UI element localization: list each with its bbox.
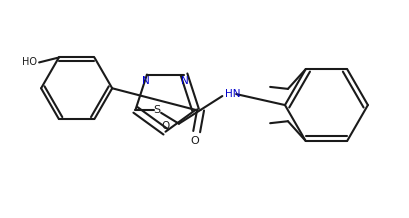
Text: HO: HO bbox=[22, 57, 37, 67]
Text: O: O bbox=[190, 136, 199, 146]
Text: S: S bbox=[154, 105, 161, 115]
Text: HN: HN bbox=[225, 89, 241, 99]
Text: N: N bbox=[181, 76, 189, 85]
Text: N: N bbox=[142, 76, 150, 85]
Text: O: O bbox=[162, 121, 170, 131]
